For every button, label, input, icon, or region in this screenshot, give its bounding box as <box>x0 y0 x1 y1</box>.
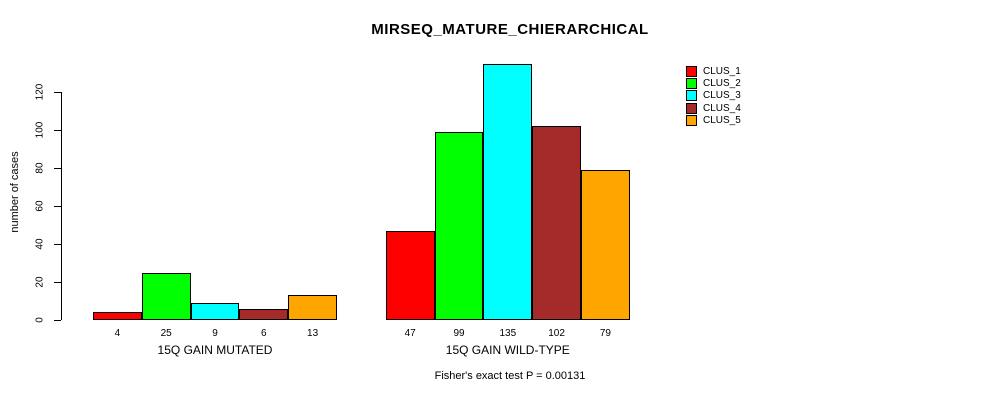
bar-clus_1-2 <box>385 230 435 320</box>
y-axis-tick <box>54 168 61 169</box>
chart-title: MIRSEQ_MATURE_CHIERARCHICAL <box>371 21 649 38</box>
legend-swatch-icon <box>686 102 697 114</box>
bar-value-label: 9 <box>212 328 218 339</box>
y-axis-tick-label: 40 <box>34 238 46 250</box>
legend-swatch-icon <box>686 77 697 89</box>
legend: CLUS_1 CLUS_2 CLUS_3 CLUS_4 CLUS_5 <box>686 65 741 126</box>
bar-value-label: 13 <box>307 328 319 339</box>
y-axis-tick <box>54 282 61 283</box>
bar-value-label: 4 <box>114 328 121 339</box>
bar-clus_3-1 <box>190 302 240 320</box>
legend-label: CLUS_3 <box>703 90 741 102</box>
bar-clus_2-2 <box>434 131 484 320</box>
legend-item: CLUS_3 <box>686 90 741 102</box>
bar-clus_5-2 <box>581 169 630 320</box>
legend-swatch-icon <box>686 90 697 102</box>
y-axis-tick-label: 80 <box>34 162 46 174</box>
bar-clus_2-1 <box>141 272 191 320</box>
legend-item: CLUS_1 <box>686 65 741 77</box>
legend-swatch-icon <box>686 65 697 77</box>
legend-label: CLUS_5 <box>703 114 741 126</box>
y-axis-tick <box>54 92 61 93</box>
y-axis-tick <box>54 130 61 131</box>
y-axis-tick-label: 0 <box>34 317 46 323</box>
bar-value-label: 25 <box>160 328 172 339</box>
x-axis-group-label: 15Q GAIN MUTATED <box>157 343 273 357</box>
y-axis-tick-label: 100 <box>34 121 46 139</box>
y-axis-title: number of cases <box>9 151 21 233</box>
bar-value-label: 6 <box>261 328 267 339</box>
y-axis-tick <box>54 320 61 321</box>
bar-clus_1-1 <box>93 312 142 320</box>
bar-clus_3-2 <box>483 63 533 320</box>
bar-clus_5-1 <box>288 295 337 320</box>
x-axis-group-label: 15Q GAIN WILD-TYPE <box>445 343 570 357</box>
bar-value-label: 99 <box>453 328 465 339</box>
legend-item: CLUS_4 <box>686 102 741 114</box>
bar-value-label: 47 <box>404 328 416 339</box>
y-axis-tick <box>54 206 61 207</box>
legend-item: CLUS_5 <box>686 114 741 126</box>
legend-label: CLUS_4 <box>703 102 741 114</box>
bar-clus_4-1 <box>239 308 289 320</box>
bar-value-label: 135 <box>499 328 517 339</box>
legend-label: CLUS_2 <box>703 77 741 89</box>
y-axis-line <box>61 92 62 320</box>
legend-swatch-icon <box>686 114 697 126</box>
y-axis-tick-label: 120 <box>34 83 46 101</box>
y-axis-tick <box>54 244 61 245</box>
legend-label: CLUS_1 <box>703 65 741 77</box>
bar-clus_4-2 <box>532 126 581 320</box>
y-axis-tick-label: 60 <box>34 200 46 212</box>
bar-value-label: 79 <box>599 328 611 339</box>
footnote: Fisher's exact test P = 0.00131 <box>434 370 586 382</box>
y-axis-tick-label: 20 <box>34 276 46 288</box>
bar-value-label: 102 <box>548 328 565 339</box>
legend-item: CLUS_2 <box>686 77 741 89</box>
